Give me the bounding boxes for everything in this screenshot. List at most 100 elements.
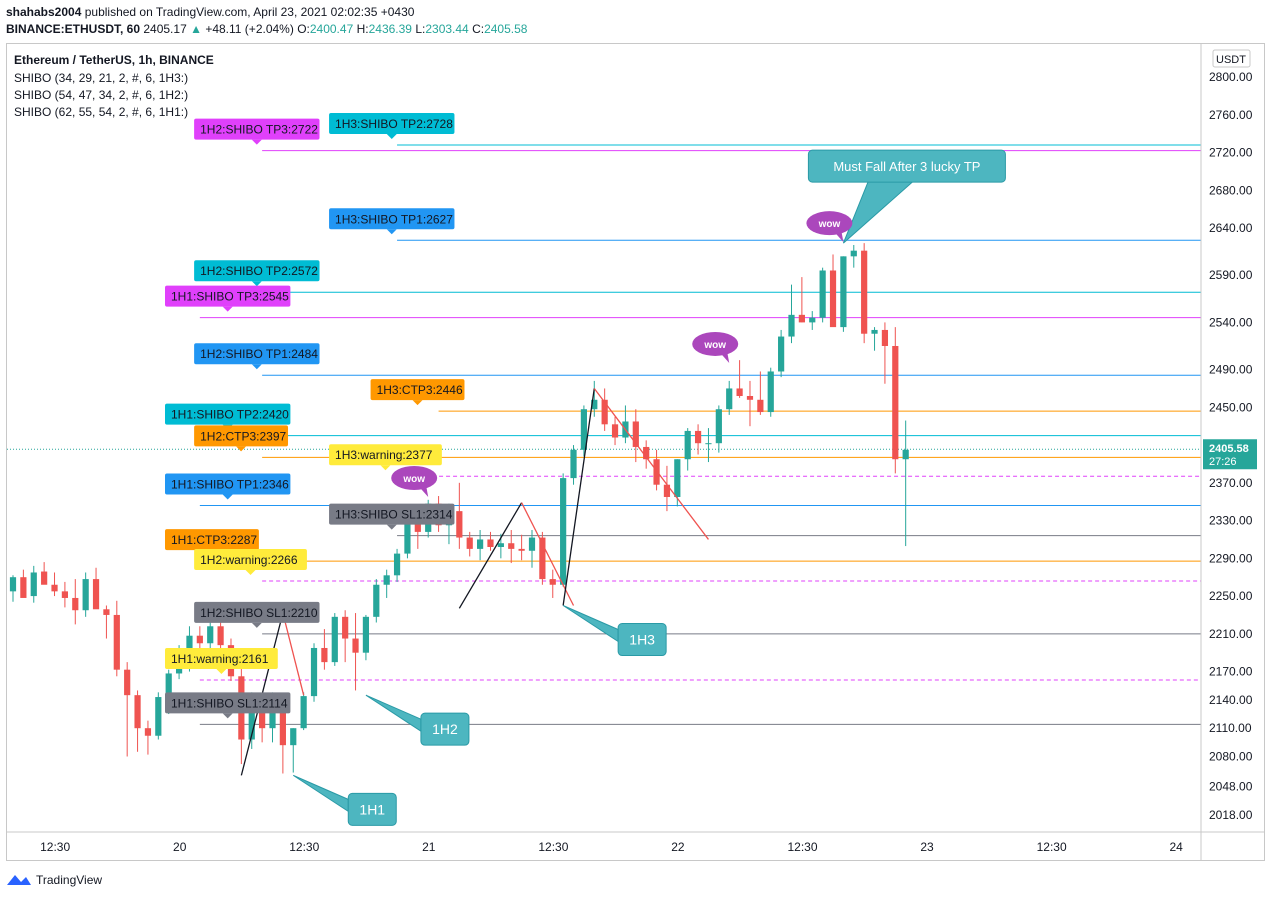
wave-down-segment-0 [282, 612, 305, 696]
level-label-0: 1H3:SHIBO TP2:2728 [329, 112, 455, 139]
candle-body-30 [321, 647, 328, 663]
level-label-box-14 [194, 601, 320, 623]
current-price-tag [1203, 439, 1257, 470]
candle-body-24 [259, 701, 266, 729]
candle-body-1 [20, 577, 27, 598]
price-tick-1: 2048.00 [1209, 780, 1253, 794]
level-label-16: 1H1:SHIBO SL1:2114 [165, 692, 291, 719]
wow-text-1: wow [818, 219, 841, 230]
annotation-4: 1H1 [292, 774, 397, 826]
level-label-14: 1H2:SHIBO SL1:2210 [194, 601, 320, 628]
price-tick-14: 2540.00 [1209, 315, 1253, 329]
level-label-13: 1H2:warning:2266 [194, 548, 307, 575]
candle-body-4 [51, 584, 58, 592]
annotation-2: wow [692, 331, 739, 363]
candle-body-63 [663, 484, 671, 497]
candle-body-25 [269, 701, 276, 729]
candle-body-33 [352, 638, 359, 653]
candle-body-58 [611, 424, 619, 438]
wow-bubble-tail-3 [420, 485, 429, 497]
level-label-text-8: 1H2:CTP3:2397 [200, 429, 286, 443]
candle-body-73 [767, 371, 774, 413]
level-label-box-8 [194, 425, 289, 447]
level-label-pointer-3 [251, 281, 262, 287]
level-label-box-11 [329, 503, 455, 525]
candle-body-70 [736, 388, 743, 397]
candle-body-11 [124, 669, 131, 696]
price-tick-12: 2450.00 [1209, 400, 1253, 414]
level-label-pointer-0 [386, 133, 397, 139]
candle-body-13 [144, 728, 152, 736]
candle-body-3 [41, 571, 48, 585]
wave-tag-tail-5 [365, 694, 422, 733]
chart-frame[interactable] [6, 43, 1265, 861]
tradingview-logo-icon [7, 875, 31, 885]
level-label-text-11: 1H3:SHIBO SL1:2314 [335, 508, 453, 522]
level-label-text-13: 1H2:warning:2266 [200, 553, 298, 567]
level-label-text-2: 1H3:SHIBO TP1:2627 [335, 212, 453, 226]
price-tick-4: 2140.00 [1209, 693, 1253, 707]
close-value: 2405.58 [484, 22, 528, 36]
level-label-text-4: 1H1:SHIBO TP3:2545 [171, 290, 289, 304]
level-label-box-1 [194, 118, 320, 140]
level-label-pointer-6 [412, 400, 423, 406]
wave-up-segment-1 [458, 502, 523, 609]
candle-body-28 [300, 696, 307, 729]
time-tick-0: 12:30 [40, 840, 70, 854]
price-tick-0: 2018.00 [1209, 808, 1253, 822]
wow-bubble-1 [806, 211, 853, 236]
candle-body-18 [196, 635, 203, 644]
change-arrow-icon: ▲ [190, 22, 202, 36]
candle-body-55 [580, 409, 587, 450]
level-label-box-5 [194, 343, 320, 365]
wow-bubble-2 [692, 331, 739, 356]
candle-body-20 [217, 626, 224, 646]
legend-study-2[interactable]: SHIBO (54, 47, 34, 2, #, 6, 1H2:) [14, 88, 189, 102]
candle-body-34 [362, 616, 370, 653]
level-label-pointer-16 [222, 713, 233, 719]
wave-up-segment-2 [562, 388, 595, 606]
candle-body-0 [9, 577, 17, 592]
price-tick-2: 2080.00 [1209, 750, 1253, 764]
candle-body-85 [892, 345, 899, 460]
candle-body-17 [186, 635, 193, 653]
candle-body-46 [487, 539, 494, 547]
level-label-pointer-9 [380, 465, 391, 471]
legend-title: Ethereum / TetherUS, 1h, BINANCE [14, 53, 214, 67]
legend-study-1[interactable]: SHIBO (34, 29, 21, 2, #, 6, 1H3:) [14, 71, 189, 85]
wave-tag-text-4: 1H1 [359, 801, 385, 817]
candle-body-66 [694, 430, 702, 444]
wow-bubble-3 [391, 465, 438, 490]
candle-body-32 [342, 616, 349, 639]
annotation-5: 1H2 [365, 694, 470, 746]
callout-text-0: Must Fall After 3 lucky TP [833, 159, 980, 174]
candle-body-57 [601, 399, 608, 425]
candle-body-26 [279, 701, 286, 746]
annotation-1: wow [806, 211, 853, 243]
level-label-pointer-14 [251, 622, 262, 628]
level-label-1: 1H2:SHIBO TP3:2722 [194, 118, 320, 145]
level-label-box-13 [194, 548, 307, 570]
time-tick-2: 12:30 [289, 840, 319, 854]
price-tick-5: 2170.00 [1209, 665, 1253, 679]
level-label-box-16 [165, 692, 291, 714]
candle-body-80 [840, 256, 847, 328]
candle-body-19 [207, 626, 214, 644]
level-label-pointer-10 [222, 494, 233, 500]
candle-body-71 [746, 396, 754, 400]
tradingview-footer[interactable]: TradingView [6, 872, 102, 888]
author-name[interactable]: shahabs2004 [6, 5, 82, 19]
candle-body-27 [290, 728, 297, 746]
legend-study-3[interactable]: SHIBO (62, 55, 54, 2, #, 6, 1H1:) [14, 105, 189, 119]
level-label-10: 1H1:SHIBO TP1:2346 [165, 473, 291, 500]
level-label-text-12: 1H1:CTP3:2287 [171, 533, 257, 547]
time-tick-8: 12:30 [1037, 840, 1067, 854]
level-label-box-10 [165, 473, 291, 495]
candle-body-67 [705, 443, 712, 445]
publish-info: published on TradingView.com, April 23, … [81, 5, 415, 19]
candle-body-82 [861, 250, 868, 334]
time-tick-4: 12:30 [538, 840, 568, 854]
wow-text-2: wow [703, 340, 726, 351]
price-tick-15: 2590.00 [1209, 268, 1253, 282]
